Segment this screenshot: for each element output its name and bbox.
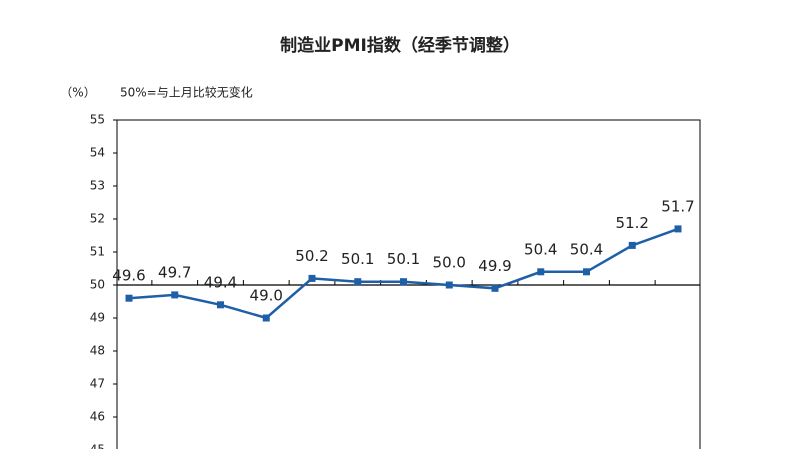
point-marker <box>171 291 179 299</box>
y-tick-label: 51 <box>90 245 105 259</box>
value-label: 49.6 <box>112 267 145 285</box>
value-label: 50.4 <box>524 240 557 258</box>
y-tick-label: 55 <box>90 113 105 127</box>
point-marker <box>308 274 316 282</box>
point-marker <box>217 301 224 309</box>
y-tick-label: 48 <box>90 344 105 358</box>
y-tick-label: 53 <box>90 179 105 193</box>
value-label: 51.7 <box>661 197 694 215</box>
y-tick-label: 52 <box>90 212 105 226</box>
value-label: 50.0 <box>433 254 466 272</box>
value-label: 49.0 <box>250 287 283 305</box>
point-marker <box>583 268 590 276</box>
value-label: 51.2 <box>616 214 649 232</box>
point-marker <box>400 278 407 286</box>
value-label: 50.1 <box>387 250 420 268</box>
point-marker <box>674 225 682 233</box>
value-label: 50.4 <box>570 240 603 258</box>
point-marker <box>354 278 362 286</box>
y-tick-label: 49 <box>90 311 105 325</box>
y-axis-label: （%） <box>60 86 95 100</box>
annotation: 50%=与上月比较无变化 <box>120 85 253 100</box>
y-tick-label: 54 <box>90 146 105 160</box>
value-label: 50.1 <box>341 250 374 268</box>
point-marker <box>491 284 499 292</box>
value-label: 49.9 <box>478 257 511 275</box>
chart-title: 制造业PMI指数（经季节调整） <box>280 35 520 56</box>
point-marker <box>445 281 453 289</box>
y-tick-label: 46 <box>90 410 105 424</box>
point-marker <box>262 314 270 322</box>
point-marker <box>537 268 545 276</box>
y-tick-label: 47 <box>90 377 105 391</box>
value-label: 49.4 <box>204 273 237 291</box>
y-tick-label: 50 <box>90 278 105 292</box>
value-label: 50.2 <box>295 247 328 265</box>
value-label: 49.7 <box>158 263 191 281</box>
point-marker <box>125 294 133 302</box>
y-tick-label: 45 <box>90 443 105 449</box>
point-marker <box>628 241 636 249</box>
